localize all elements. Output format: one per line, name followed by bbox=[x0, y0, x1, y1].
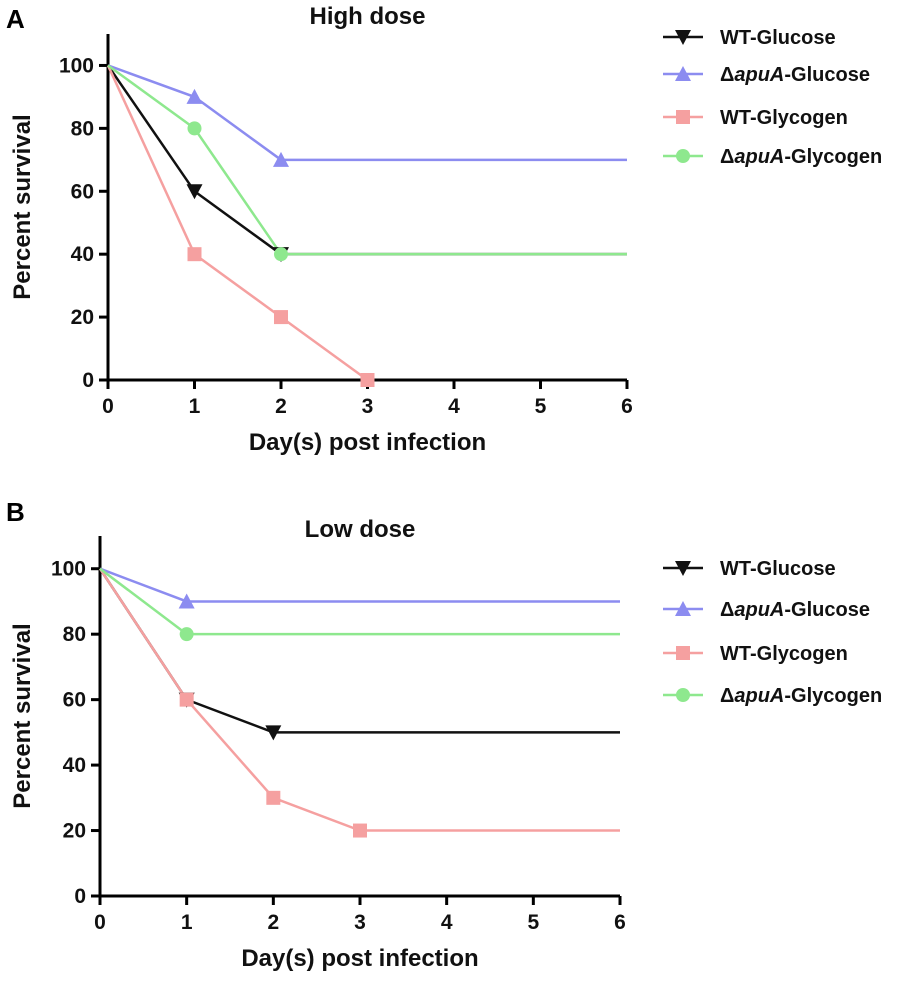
legend-label: WT-Glycogen bbox=[720, 107, 848, 129]
x-axis-title: Day(s) post infection bbox=[241, 945, 478, 972]
panel-b: B Low dose 0 20 40 60 80 100 0 1 2 3 4 5 6 Day(s) post … bbox=[0, 491, 923, 982]
data-point bbox=[188, 121, 202, 135]
markers-apua-glycogen bbox=[180, 627, 194, 641]
y-tick-label: 40 bbox=[71, 243, 94, 266]
markers-wt-glycogen bbox=[180, 693, 367, 838]
x-tick-label: 3 bbox=[362, 395, 374, 418]
legend-item: WT-Glucose bbox=[663, 558, 836, 580]
x-tick-label: 0 bbox=[94, 911, 106, 934]
x-tick-label: 2 bbox=[275, 395, 287, 418]
chart-low-dose: B Low dose 0 20 40 60 80 100 0 1 2 3 4 5 6 Day(s) post … bbox=[0, 491, 923, 982]
legend-label: WT-Glucose bbox=[720, 558, 836, 580]
data-point bbox=[180, 627, 194, 641]
y-tick-label: 60 bbox=[63, 689, 86, 712]
series-apua-glucose bbox=[108, 65, 627, 159]
series-line bbox=[100, 569, 620, 602]
legend-item: ΔapuA-Glycogen bbox=[663, 146, 882, 168]
x-tick-label: 4 bbox=[448, 395, 460, 418]
y-tick-label: 60 bbox=[71, 180, 94, 203]
y-tick-label: 0 bbox=[82, 369, 94, 392]
x-tick-label: 4 bbox=[441, 911, 453, 934]
panel-a: A High dose 0 20 40 60 80 100 0 1 2 3 4 5 6 Day(s) post… bbox=[0, 0, 923, 491]
legend-label: ΔapuA-Glucose bbox=[720, 599, 870, 621]
series-apua-glucose bbox=[100, 569, 620, 602]
data-point bbox=[266, 791, 280, 805]
x-tick-label: 5 bbox=[527, 911, 539, 934]
x-tick-label: 0 bbox=[102, 395, 114, 418]
legend-label: WT-Glycogen bbox=[720, 643, 848, 665]
chart-high-dose: A High dose 0 20 40 60 80 100 0 1 2 3 4 5 6 Day(s) post… bbox=[0, 0, 923, 491]
legend-label: ΔapuA-Glycogen bbox=[720, 146, 882, 168]
data-point bbox=[180, 693, 194, 707]
legend-item: ΔapuA-Glycogen bbox=[663, 685, 882, 707]
x-tick-label: 1 bbox=[181, 911, 193, 934]
chart-title: Low dose bbox=[305, 516, 416, 543]
panel-letter: B bbox=[6, 497, 25, 527]
y-tick-label: 20 bbox=[71, 306, 94, 329]
legend-marker bbox=[676, 688, 690, 702]
data-point bbox=[353, 824, 367, 838]
data-point bbox=[274, 310, 288, 324]
legend-item: ΔapuA-Glucose bbox=[663, 599, 870, 621]
y-tick-label: 40 bbox=[63, 754, 86, 777]
y-tick-label: 0 bbox=[74, 885, 86, 908]
x-tick-label: 6 bbox=[614, 911, 626, 934]
data-point bbox=[188, 247, 202, 261]
data-point bbox=[274, 247, 288, 261]
data-point bbox=[187, 89, 203, 104]
y-tick-label: 80 bbox=[71, 117, 94, 140]
series-line bbox=[100, 569, 620, 831]
legend-item: WT-Glucose bbox=[663, 27, 836, 49]
panel-letter: A bbox=[6, 4, 25, 34]
x-tick-label: 5 bbox=[535, 395, 547, 418]
data-point bbox=[361, 373, 375, 387]
y-tick-label: 100 bbox=[59, 54, 94, 77]
legend-marker bbox=[676, 110, 690, 124]
series-line bbox=[100, 569, 620, 733]
series-wt-glycogen bbox=[100, 569, 620, 831]
x-tick-label: 3 bbox=[354, 911, 366, 934]
y-tick-label: 20 bbox=[63, 820, 86, 843]
series-wt-glucose bbox=[100, 569, 620, 733]
legend-label: ΔapuA-Glucose bbox=[720, 64, 870, 86]
chart-title: High dose bbox=[309, 3, 425, 30]
legend-item: WT-Glycogen bbox=[663, 107, 848, 129]
x-tick-label: 6 bbox=[621, 395, 633, 418]
legend-marker bbox=[676, 646, 690, 660]
x-tick-label: 2 bbox=[267, 911, 279, 934]
data-point bbox=[187, 184, 203, 199]
y-axis-title: Percent survival bbox=[9, 623, 36, 808]
x-tick-label: 1 bbox=[189, 395, 201, 418]
y-tick-label: 80 bbox=[63, 623, 86, 646]
y-tick-label: 100 bbox=[51, 558, 86, 581]
legend-label: WT-Glucose bbox=[720, 27, 836, 49]
legend-marker bbox=[676, 149, 690, 163]
legend-item: WT-Glycogen bbox=[663, 643, 848, 665]
y-axis-title: Percent survival bbox=[9, 114, 36, 299]
series-line bbox=[108, 65, 627, 159]
x-axis-title: Day(s) post infection bbox=[249, 429, 486, 456]
legend-item: ΔapuA-Glucose bbox=[663, 64, 870, 86]
legend-label: ΔapuA-Glycogen bbox=[720, 685, 882, 707]
